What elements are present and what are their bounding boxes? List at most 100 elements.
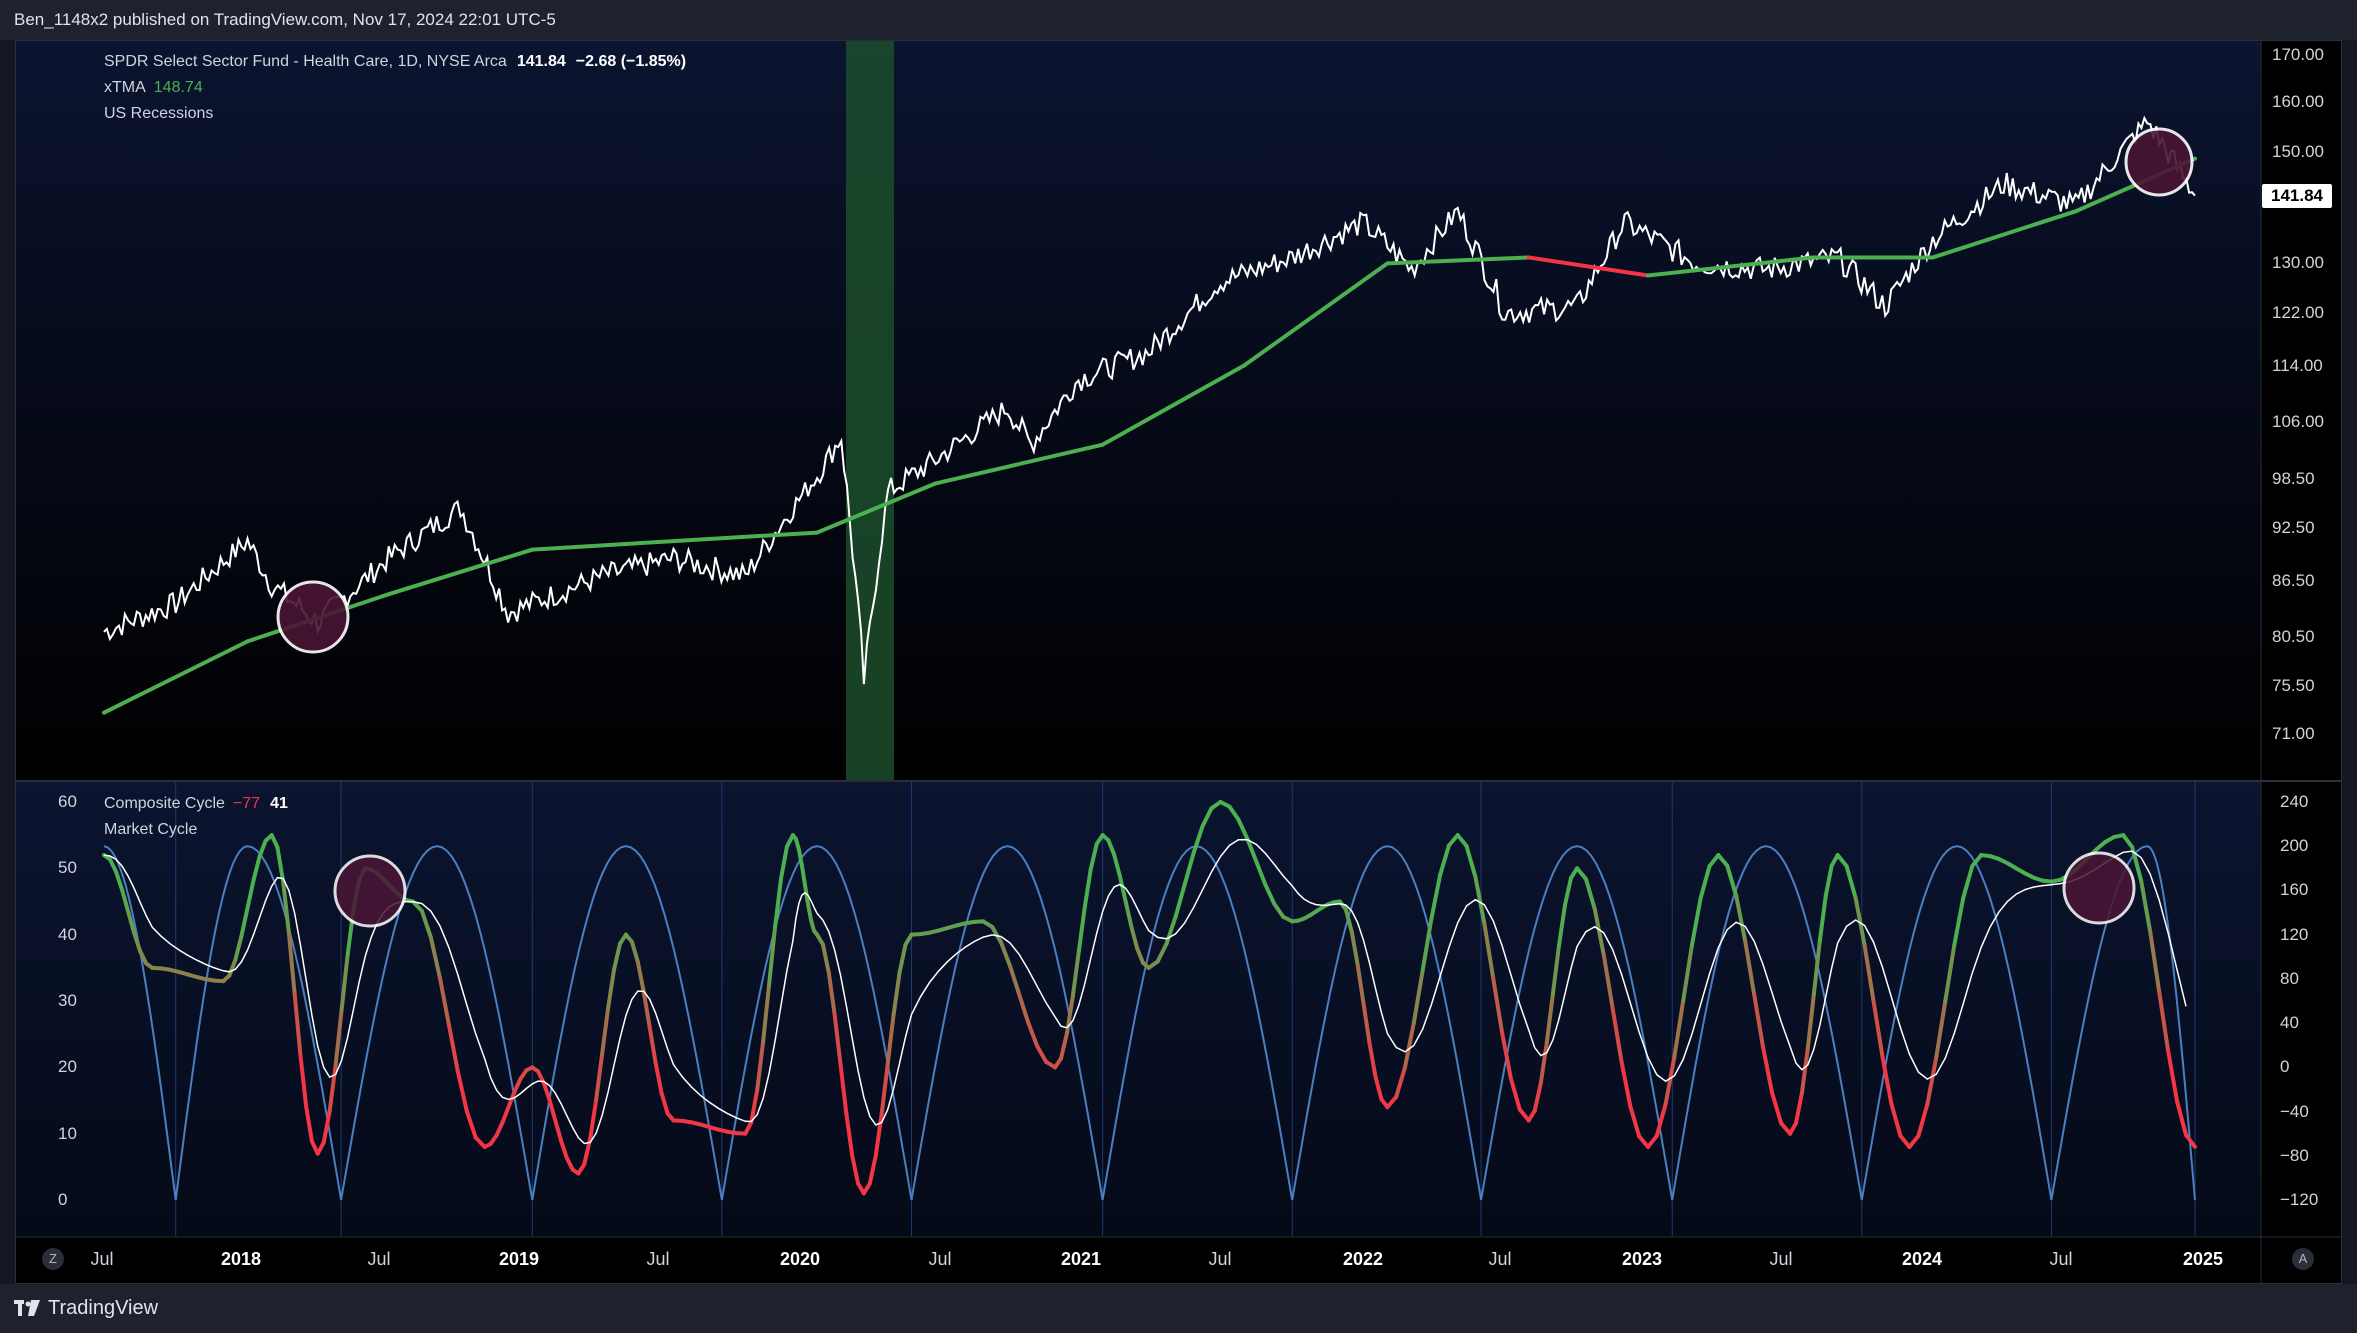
composite-segment xyxy=(1123,899,1134,929)
tradingview-logo-icon[interactable] xyxy=(14,1300,40,1316)
composite-segment xyxy=(2121,833,2135,850)
time-tick: 2025 xyxy=(2182,1249,2224,1269)
composite-segment xyxy=(1517,1107,1531,1123)
cycle-left-tick: 30 xyxy=(58,991,77,1010)
xtma-series-line[interactable] xyxy=(101,156,2197,715)
recession-band xyxy=(846,41,894,780)
composite-segment xyxy=(1743,939,1757,997)
composite-segment xyxy=(559,1138,569,1160)
cycle-right-tick: 120 xyxy=(2280,924,2309,944)
composite-segment xyxy=(2166,1048,2180,1104)
price-tick: 86.50 xyxy=(2272,570,2315,590)
composite-segment xyxy=(1637,1134,1651,1149)
composite-segment xyxy=(1438,843,1451,877)
composite-segment xyxy=(298,1053,309,1109)
composite-segment xyxy=(321,1109,332,1145)
zoom-button[interactable]: Z xyxy=(42,1248,64,1270)
composite-segment xyxy=(1227,804,1241,822)
composite-segment xyxy=(885,1012,896,1067)
time-tick: 2020 xyxy=(779,1249,821,1269)
time-tick: 2018 xyxy=(220,1249,262,1269)
time-tick: Jul xyxy=(928,1249,952,1269)
composite-segment xyxy=(1200,806,1214,829)
composite-legend[interactable]: Composite Cycle −77 41 xyxy=(104,795,288,813)
recession-label: US Recessions xyxy=(104,105,214,122)
cycle-left-tick: 20 xyxy=(58,1057,77,1077)
symbol-legend[interactable]: SPDR Select Sector Fund - Health Care, 1… xyxy=(104,53,686,71)
composite-segment xyxy=(257,838,268,859)
price-series-line[interactable] xyxy=(103,115,2196,685)
composite-segment xyxy=(1070,949,1081,998)
composite-segment xyxy=(1164,914,1178,946)
composite-segment xyxy=(1601,952,1615,1010)
time-tick: Jul xyxy=(1488,1249,1512,1269)
market-cycle-legend[interactable]: Market Cycle xyxy=(104,821,197,839)
composite-segment xyxy=(990,924,1004,945)
composite-segment xyxy=(1402,1021,1416,1070)
composite-segment xyxy=(1925,1054,1939,1107)
composite-segment xyxy=(1880,1054,1894,1107)
composite-segment xyxy=(1394,1065,1407,1099)
composite-segment xyxy=(773,876,783,930)
composite-segment xyxy=(1575,866,1588,881)
composite-segment xyxy=(1129,924,1140,951)
composite-segment xyxy=(428,935,442,980)
composite-segment xyxy=(1082,867,1093,909)
xtma-segment xyxy=(1241,261,1390,368)
composite-segment xyxy=(1482,921,1496,980)
highlight-circle-cycle-2018 xyxy=(333,854,407,928)
composite-cycle-line[interactable] xyxy=(101,800,2197,1196)
composite-segment xyxy=(1889,1102,1903,1138)
composite-segment xyxy=(1610,1005,1624,1063)
price-tick: 98.50 xyxy=(2272,469,2315,489)
footer-brand[interactable]: TradingView xyxy=(48,1297,159,1319)
composite-segment xyxy=(1254,859,1268,887)
composite-segment xyxy=(767,925,778,987)
ma-legend[interactable]: xTMA 148.74 xyxy=(104,79,203,97)
composite-segment xyxy=(820,942,831,975)
composite-segment xyxy=(126,909,137,936)
time-tick: Jul xyxy=(367,1249,391,1269)
composite-segment xyxy=(1916,1102,1930,1138)
composite-segment xyxy=(1689,895,1703,948)
auto-scale-button[interactable]: A xyxy=(2292,1248,2314,1270)
composite-signal-line[interactable] xyxy=(103,838,2187,1145)
composite-segment xyxy=(446,1022,460,1074)
footer: TradingView xyxy=(0,1284,2357,1333)
market-cycle-label: Market Cycle xyxy=(104,821,198,838)
composite-segment xyxy=(1716,853,1730,868)
composite-segment xyxy=(879,1062,890,1116)
time-tick: 2024 xyxy=(1901,1249,1943,1269)
composite-segment xyxy=(1952,895,1966,948)
composite-segment xyxy=(2157,989,2171,1053)
recession-legend[interactable]: US Recessions xyxy=(104,105,213,123)
composite-segment xyxy=(1117,874,1128,904)
composite-segment xyxy=(2148,929,2162,994)
composite-segment xyxy=(1106,838,1117,857)
composite-segment xyxy=(251,854,262,883)
composite-segment xyxy=(1464,844,1478,879)
composite-segment xyxy=(564,1155,575,1172)
composite-segment xyxy=(873,1111,884,1158)
composite-segment xyxy=(659,1091,670,1116)
composite-segment xyxy=(1355,962,1366,1007)
composite-segment xyxy=(1871,999,1885,1059)
composite-segment xyxy=(512,1076,523,1094)
composite-segment xyxy=(233,934,244,962)
composite-segment xyxy=(1628,1104,1642,1139)
composite-segment xyxy=(275,845,286,884)
composite-segment xyxy=(1500,1030,1513,1081)
composite-segment xyxy=(1236,817,1250,841)
market-cycle-line[interactable] xyxy=(103,845,2196,1201)
composite-segment xyxy=(1473,874,1487,926)
cycle-right-tick: 40 xyxy=(2280,1013,2299,1033)
price-tick: 122.00 xyxy=(2272,302,2324,322)
composite-segment xyxy=(1672,999,1686,1059)
composite-segment xyxy=(1272,901,1286,919)
composite-segment xyxy=(1779,1121,1793,1136)
xtma-segment xyxy=(671,530,820,544)
composite-val2: 41 xyxy=(270,795,288,812)
composite-segment xyxy=(588,1097,599,1141)
composite-segment xyxy=(304,1104,314,1144)
